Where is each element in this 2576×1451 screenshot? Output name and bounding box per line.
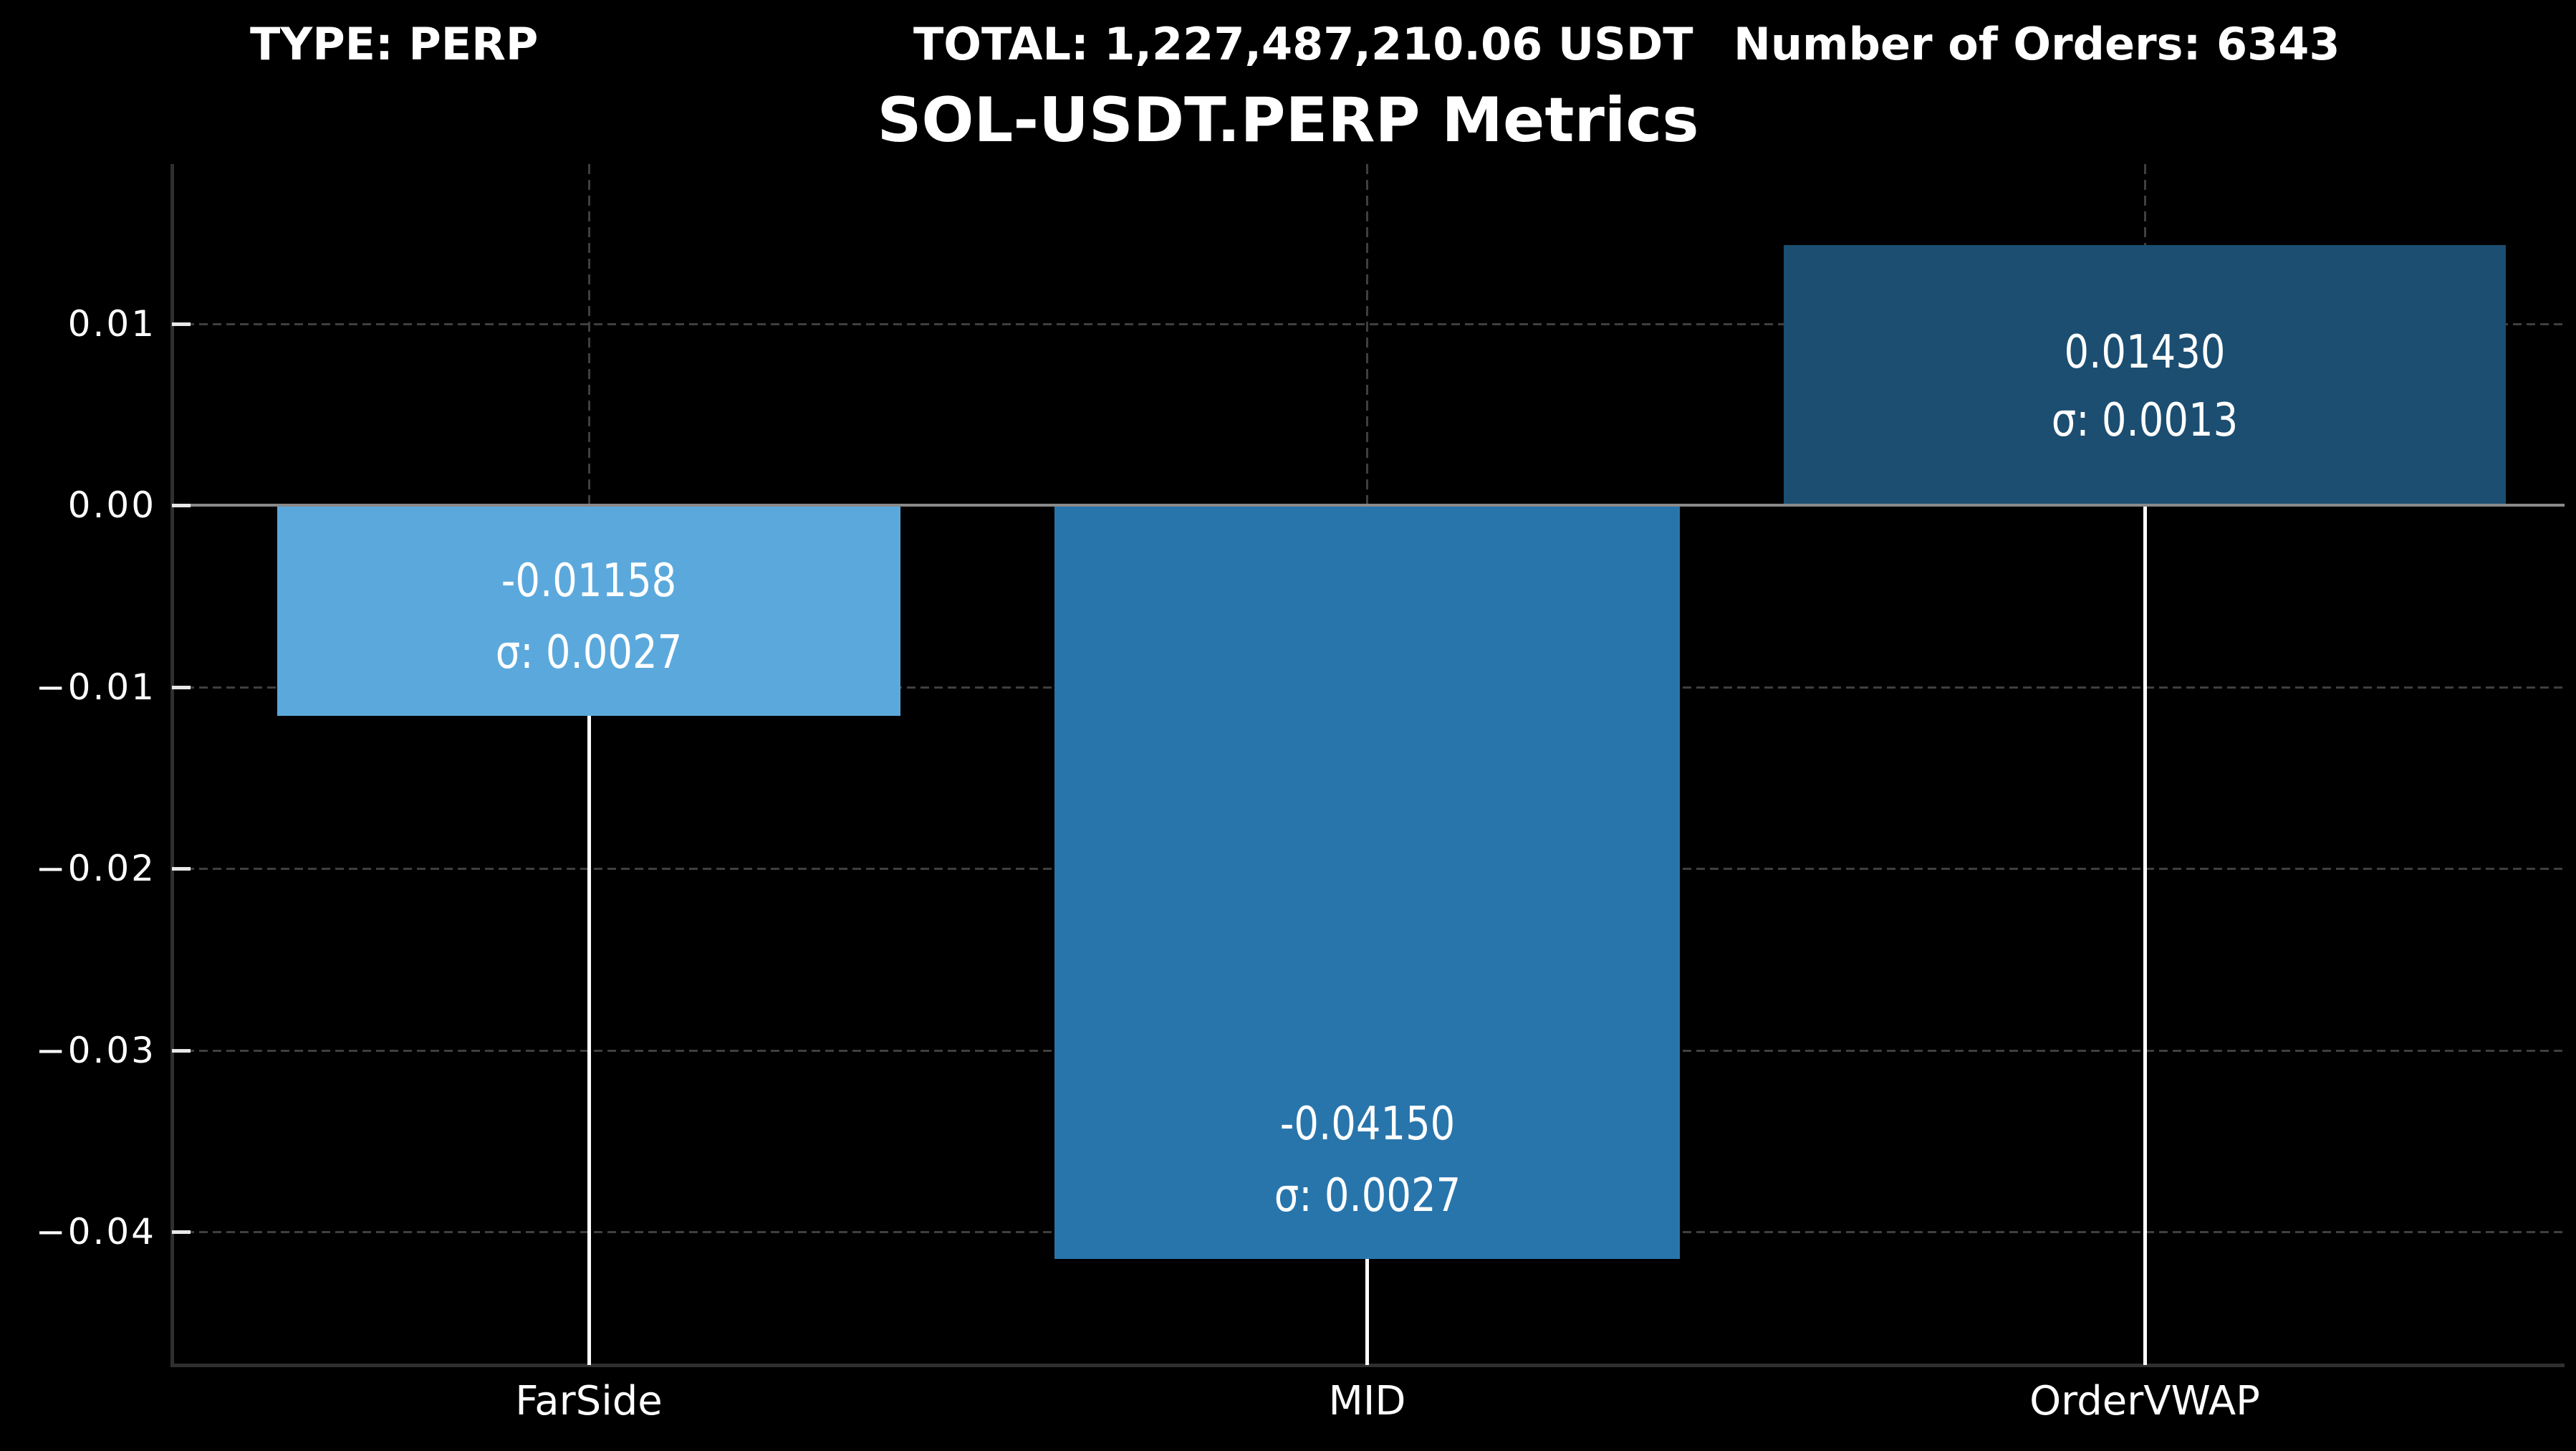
y-tick-label: −0.04 bbox=[35, 1211, 156, 1253]
y-tick bbox=[172, 322, 191, 326]
x-tick-label: OrderVWAP bbox=[2029, 1378, 2260, 1424]
bar-sigma-label: σ: 0.0027 bbox=[495, 626, 683, 679]
y-tick-label: 0.00 bbox=[67, 484, 156, 526]
bar-sigma-label: σ: 0.0027 bbox=[1274, 1169, 1461, 1223]
y-tick-label: −0.03 bbox=[35, 1029, 156, 1071]
y-gridline bbox=[172, 322, 2565, 325]
bar-center-gridline bbox=[1366, 164, 1368, 505]
x-axis-spine bbox=[170, 1364, 2565, 1367]
y-tick bbox=[172, 504, 191, 507]
bar bbox=[1054, 505, 1680, 1260]
bar bbox=[1784, 245, 2506, 505]
y-tick bbox=[172, 1048, 191, 1053]
y-tick-label: 0.01 bbox=[67, 302, 156, 345]
y-tick bbox=[172, 867, 191, 871]
zero-line bbox=[172, 504, 2565, 507]
y-tick bbox=[172, 685, 191, 689]
bar bbox=[277, 505, 900, 716]
bar-center-line bbox=[2143, 505, 2147, 1365]
x-tick-label: MID bbox=[1328, 1378, 1406, 1424]
bar-value-label: -0.01158 bbox=[501, 554, 677, 608]
y-tick-label: −0.02 bbox=[35, 848, 156, 889]
y-tick bbox=[172, 1230, 191, 1234]
chart-title: SOL-USDT.PERP Metrics bbox=[877, 85, 1699, 156]
bar-sigma-label: σ: 0.0013 bbox=[2051, 394, 2239, 448]
bar-center-line bbox=[587, 505, 591, 1365]
y-tick-label: −0.01 bbox=[35, 666, 156, 708]
header-type-label: TYPE: PERP bbox=[250, 18, 539, 70]
x-tick-label: FarSide bbox=[515, 1378, 663, 1424]
bar-center-gridline bbox=[587, 164, 590, 505]
bar-value-label: -0.04150 bbox=[1279, 1098, 1455, 1151]
bar-value-label: 0.01430 bbox=[2064, 326, 2226, 380]
header-orders-label: Number of Orders: 6343 bbox=[1734, 18, 2340, 70]
y-axis-spine bbox=[170, 164, 174, 1365]
header-total-label: TOTAL: 1,227,487,210.06 USDT bbox=[913, 18, 1693, 70]
